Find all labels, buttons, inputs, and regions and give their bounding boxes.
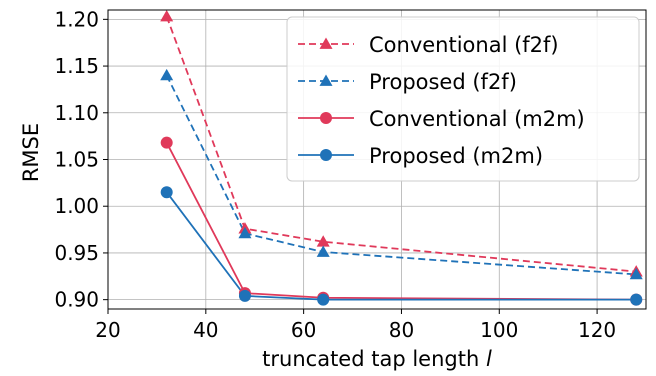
data-point-s2-1: [160, 68, 174, 81]
y-tick-label: 1.00: [54, 194, 99, 218]
data-point-s1-3: [316, 235, 330, 247]
x-axis-label-spacer: [479, 347, 486, 371]
series-markers: [160, 10, 643, 306]
x-tick-label: 20: [95, 318, 120, 342]
series-lines: [165, 16, 637, 301]
data-point-s4-2: [238, 289, 251, 302]
series-line-4: [165, 191, 637, 301]
x-axis-label: truncated tap length l: [262, 347, 492, 371]
y-axis-label: RMSE: [19, 123, 43, 182]
y-axis-ticks: 0.90 0.95 1.00 1.05 1.10 1.15 1.20: [54, 7, 108, 312]
x-tick-label: 100: [480, 318, 518, 342]
data-point-s2-2: [238, 226, 252, 239]
x-tick-label: 80: [389, 318, 414, 342]
y-tick-label: 1.15: [54, 54, 99, 78]
legend: Conventional (f2f) Proposed (f2f) Conventi…: [286, 16, 640, 182]
data-point-s4-4: [630, 293, 643, 306]
y-tick-label: 1.05: [54, 148, 99, 172]
data-point-s3-1: [160, 136, 173, 149]
x-tick-label: 60: [291, 318, 316, 342]
data-point-s4-1: [160, 186, 173, 199]
legend-box: [286, 16, 640, 182]
x-axis-ticks: 20 40 60 80 100 120: [95, 309, 616, 342]
series-line-1: [165, 16, 637, 273]
x-axis-label-text: truncated tap length: [262, 347, 479, 371]
y-tick-label: 0.90: [54, 288, 99, 312]
data-point-s2-4: [629, 267, 643, 280]
legend-marker-3: [320, 112, 332, 124]
x-axis-label-variable: l: [486, 347, 492, 371]
series-line-2: [165, 75, 637, 276]
data-point-s1-1: [160, 10, 174, 22]
legend-label-4: Proposed (m2m): [369, 144, 543, 168]
legend-label-2: Proposed (f2f): [369, 70, 517, 94]
legend-label-1: Conventional (f2f): [369, 33, 559, 57]
legend-marker-1: [319, 37, 333, 49]
y-tick-label: 1.10: [54, 101, 99, 125]
data-point-s2-3: [316, 245, 330, 257]
x-tick-label: 120: [578, 318, 616, 342]
y-tick-label: 1.20: [54, 7, 99, 31]
series-line-3: [165, 142, 637, 301]
legend-marker-4: [320, 149, 332, 161]
y-tick-label: 0.95: [54, 241, 99, 265]
legend-marker-2: [319, 74, 333, 86]
legend-label-3: Conventional (m2m): [369, 107, 585, 131]
x-tick-label: 40: [193, 318, 218, 342]
data-point-s4-3: [317, 293, 330, 306]
